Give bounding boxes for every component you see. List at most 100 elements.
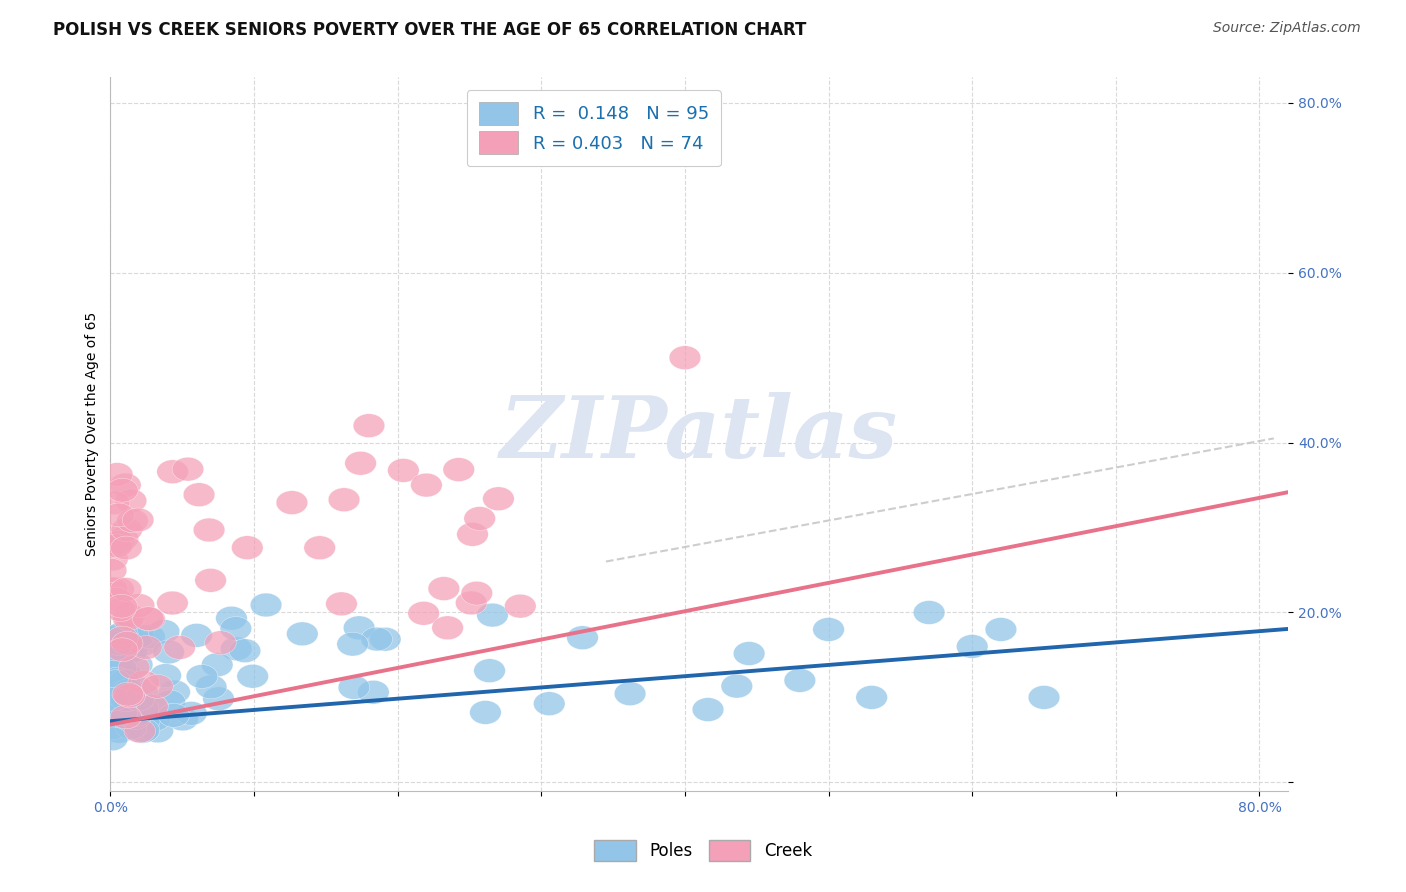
Ellipse shape	[98, 637, 129, 661]
Ellipse shape	[107, 526, 139, 550]
Ellipse shape	[195, 568, 226, 592]
Ellipse shape	[157, 704, 190, 727]
Ellipse shape	[128, 632, 159, 656]
Ellipse shape	[337, 632, 368, 656]
Ellipse shape	[122, 508, 153, 532]
Ellipse shape	[96, 727, 128, 751]
Ellipse shape	[101, 692, 134, 716]
Ellipse shape	[470, 700, 501, 724]
Ellipse shape	[411, 473, 443, 497]
Ellipse shape	[986, 617, 1017, 641]
Ellipse shape	[276, 491, 308, 515]
Ellipse shape	[956, 634, 988, 658]
Ellipse shape	[339, 675, 370, 699]
Ellipse shape	[120, 706, 150, 730]
Ellipse shape	[167, 707, 198, 731]
Ellipse shape	[202, 687, 235, 711]
Ellipse shape	[236, 665, 269, 688]
Ellipse shape	[100, 695, 131, 719]
Ellipse shape	[112, 604, 145, 627]
Ellipse shape	[388, 458, 419, 483]
Ellipse shape	[128, 697, 159, 721]
Ellipse shape	[96, 632, 127, 657]
Ellipse shape	[153, 690, 186, 714]
Ellipse shape	[477, 603, 508, 627]
Ellipse shape	[103, 667, 134, 691]
Ellipse shape	[361, 627, 392, 651]
Ellipse shape	[121, 676, 152, 700]
Ellipse shape	[156, 591, 188, 615]
Ellipse shape	[353, 414, 385, 438]
Ellipse shape	[457, 523, 488, 546]
Ellipse shape	[443, 458, 475, 482]
Ellipse shape	[108, 669, 141, 693]
Ellipse shape	[201, 653, 233, 677]
Ellipse shape	[105, 701, 138, 725]
Ellipse shape	[112, 607, 145, 631]
Ellipse shape	[856, 686, 887, 709]
Ellipse shape	[122, 688, 155, 711]
Ellipse shape	[692, 698, 724, 722]
Ellipse shape	[103, 720, 135, 743]
Ellipse shape	[250, 593, 281, 617]
Ellipse shape	[205, 631, 236, 655]
Ellipse shape	[115, 489, 146, 513]
Ellipse shape	[176, 701, 207, 725]
Ellipse shape	[101, 534, 132, 558]
Ellipse shape	[128, 719, 160, 742]
Ellipse shape	[357, 681, 389, 704]
Ellipse shape	[669, 346, 700, 369]
Ellipse shape	[122, 624, 155, 648]
Ellipse shape	[813, 617, 845, 641]
Ellipse shape	[101, 647, 132, 670]
Ellipse shape	[96, 625, 128, 648]
Ellipse shape	[128, 682, 159, 706]
Ellipse shape	[136, 695, 169, 718]
Ellipse shape	[215, 607, 247, 630]
Ellipse shape	[98, 491, 129, 515]
Ellipse shape	[112, 682, 143, 706]
Ellipse shape	[114, 684, 145, 707]
Ellipse shape	[97, 693, 128, 716]
Ellipse shape	[134, 607, 166, 631]
Legend: R =  0.148   N = 95, R = 0.403   N = 74: R = 0.148 N = 95, R = 0.403 N = 74	[467, 90, 721, 166]
Ellipse shape	[124, 719, 156, 743]
Ellipse shape	[107, 626, 138, 650]
Ellipse shape	[153, 640, 184, 664]
Ellipse shape	[344, 451, 377, 475]
Ellipse shape	[304, 536, 336, 559]
Ellipse shape	[134, 625, 166, 648]
Ellipse shape	[110, 473, 141, 497]
Ellipse shape	[721, 674, 752, 698]
Ellipse shape	[193, 518, 225, 541]
Ellipse shape	[131, 636, 162, 659]
Ellipse shape	[101, 690, 134, 714]
Ellipse shape	[165, 636, 195, 659]
Ellipse shape	[105, 657, 136, 680]
Ellipse shape	[107, 642, 139, 665]
Ellipse shape	[96, 558, 127, 582]
Ellipse shape	[156, 460, 188, 483]
Ellipse shape	[118, 656, 150, 680]
Ellipse shape	[107, 622, 138, 646]
Ellipse shape	[326, 592, 357, 615]
Ellipse shape	[107, 638, 138, 662]
Ellipse shape	[128, 671, 159, 694]
Ellipse shape	[100, 670, 132, 693]
Ellipse shape	[107, 478, 138, 502]
Ellipse shape	[139, 707, 170, 731]
Y-axis label: Seniors Poverty Over the Age of 65: Seniors Poverty Over the Age of 65	[86, 312, 100, 557]
Ellipse shape	[567, 626, 599, 649]
Ellipse shape	[142, 674, 173, 698]
Ellipse shape	[474, 659, 505, 682]
Ellipse shape	[117, 509, 148, 533]
Text: Source: ZipAtlas.com: Source: ZipAtlas.com	[1213, 21, 1361, 35]
Ellipse shape	[432, 615, 464, 640]
Ellipse shape	[150, 664, 181, 688]
Ellipse shape	[115, 626, 146, 650]
Ellipse shape	[914, 600, 945, 624]
Ellipse shape	[427, 577, 460, 600]
Ellipse shape	[108, 645, 139, 669]
Ellipse shape	[127, 720, 159, 743]
Ellipse shape	[110, 577, 142, 601]
